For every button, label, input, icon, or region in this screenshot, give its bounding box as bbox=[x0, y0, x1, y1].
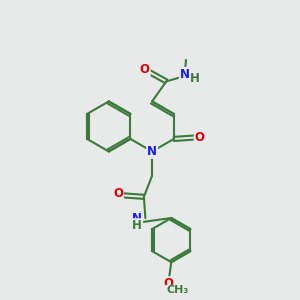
Text: N: N bbox=[180, 68, 190, 81]
Text: CH₃: CH₃ bbox=[166, 285, 188, 296]
Text: O: O bbox=[195, 131, 205, 144]
Text: O: O bbox=[140, 62, 150, 76]
Text: O: O bbox=[113, 188, 123, 200]
Text: H: H bbox=[132, 219, 142, 232]
Text: H: H bbox=[190, 72, 200, 85]
Text: N: N bbox=[147, 145, 157, 158]
Text: N: N bbox=[132, 212, 142, 225]
Text: O: O bbox=[164, 277, 174, 290]
